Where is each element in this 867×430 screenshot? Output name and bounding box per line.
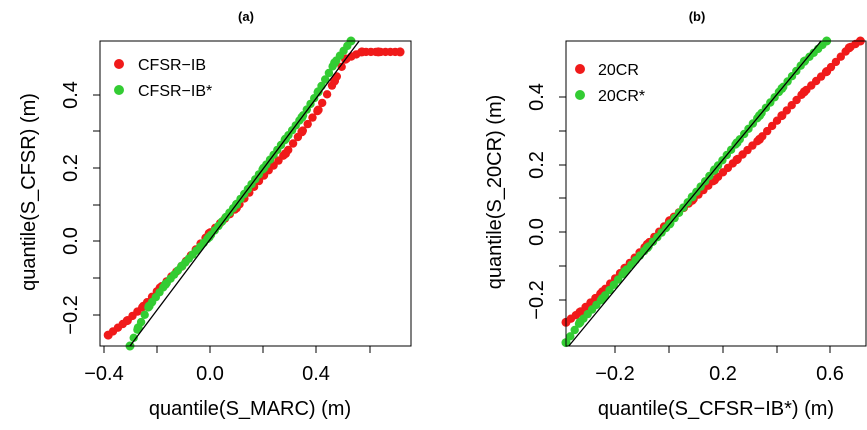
panel-a-legend-label: CFSR−IB bbox=[138, 57, 206, 74]
panel-a-series-0-point bbox=[395, 47, 405, 57]
panel-a-series-0-point bbox=[297, 127, 307, 137]
panel-a-x-tick-label: −0.4 bbox=[84, 363, 123, 385]
panel-b-legend: 20CR 20CR* bbox=[575, 62, 645, 105]
panel-a-y-tick-label: −0.2 bbox=[60, 295, 82, 334]
panel-b-x-tick-label: −0.2 bbox=[595, 363, 634, 385]
panel-a-series-0-trace bbox=[308, 113, 317, 122]
panel-a-series-0-trace bbox=[318, 98, 327, 108]
panel-b-series-0-point bbox=[844, 43, 854, 53]
panel-a-x-tick-label: 0.4 bbox=[302, 363, 330, 385]
panel-a-series-1-trace bbox=[324, 68, 334, 78]
panel-a-x-axis-label: quantile(S_MARC) (m) bbox=[149, 398, 351, 420]
panel-a-series-1-trace bbox=[129, 333, 138, 342]
panel-b-title: (b) bbox=[689, 9, 706, 24]
panel-b-series-1-trace bbox=[566, 332, 575, 341]
panel-a-y-tick-label: 0.0 bbox=[60, 227, 82, 255]
panel-b-series-1-point bbox=[575, 317, 585, 327]
panel-a-y-axis: −0.2 0.0 0.2 0.4 bbox=[60, 81, 101, 335]
panel-a-series-1-trace bbox=[321, 75, 330, 84]
legend-marker-red bbox=[114, 59, 124, 69]
panel-a-identity-line bbox=[129, 40, 360, 347]
panel-a-series-0-point bbox=[330, 76, 340, 86]
panel-b-reference-line bbox=[568, 40, 822, 347]
panel-b-y-axis: −0.2 0.0 0.2 0.4 bbox=[526, 83, 567, 320]
legend-marker-red bbox=[575, 64, 585, 74]
panel-b-y-tick-label: 0.2 bbox=[526, 151, 548, 179]
panel-b-series-1-point bbox=[642, 243, 652, 253]
panel-a-series-1-point bbox=[133, 323, 143, 333]
panel-b-series-1-trace bbox=[570, 325, 579, 335]
panel-b: (b) −0.2 0.2 0.6 −0.2 0.0 0.2 bbox=[484, 9, 867, 420]
panel-b-series-1-point bbox=[597, 294, 607, 304]
panel-b-plot-frame bbox=[565, 40, 867, 347]
panel-a-series-0-trace bbox=[322, 90, 332, 99]
panel-b-x-tick-label: 0.2 bbox=[709, 363, 737, 385]
panel-a-series-0-trace bbox=[303, 119, 312, 129]
panel-a-series-0-point bbox=[103, 330, 113, 340]
panel-a-series-0-point bbox=[122, 316, 132, 326]
panel-b-y-tick-label: 0.4 bbox=[526, 83, 548, 111]
panel-a-series-0-point bbox=[313, 105, 323, 115]
panel-a-legend: CFSR−IB CFSR−IB* bbox=[114, 57, 212, 100]
panel-a-series-1-trace bbox=[140, 310, 149, 319]
legend-marker-green bbox=[575, 90, 585, 100]
panel-b-series-0-point bbox=[755, 134, 764, 144]
panel-a-x-axis: −0.4 0.0 0.4 bbox=[84, 345, 371, 385]
panel-a-legend-label: CFSR−IB* bbox=[138, 83, 212, 100]
panel-b-series-0-point bbox=[799, 87, 809, 97]
panel-a-series-1-point bbox=[330, 58, 340, 68]
panel-a-series-1-point bbox=[177, 261, 187, 271]
panel-a-series-0-point bbox=[357, 47, 367, 57]
panel-a-series-0-point bbox=[281, 149, 290, 159]
panel-b-x-tick-label: 0.6 bbox=[816, 363, 844, 385]
panel-b-x-axis-label: quantile(S_CFSR−IB*) (m) bbox=[598, 398, 834, 420]
panel-a-title: (a) bbox=[238, 9, 254, 24]
panel-a-series-1-point bbox=[161, 279, 170, 289]
panel-b-series-0-point bbox=[777, 111, 787, 121]
panel-a-series-0-point bbox=[373, 47, 383, 57]
panel-b-legend-label: 20CR bbox=[598, 62, 639, 79]
panel-a-series-1-point bbox=[144, 301, 154, 311]
panel-b-series-0-point bbox=[732, 155, 742, 165]
panel-a-y-tick-label: 0.2 bbox=[60, 154, 82, 182]
panel-a-series-0-trace bbox=[337, 62, 346, 71]
panel-a-x-tick-label: 0.0 bbox=[196, 363, 224, 385]
panel-b-legend-label: 20CR* bbox=[598, 88, 645, 105]
legend-marker-green bbox=[114, 85, 124, 95]
panel-b-y-axis-label: quantile(S_20CR) (m) bbox=[484, 95, 506, 290]
panel-b-x-axis: −0.2 0.2 0.6 bbox=[595, 345, 844, 385]
panel-b-y-tick-label: 0.0 bbox=[526, 218, 548, 246]
panel-b-identity-line bbox=[568, 40, 822, 347]
panel-b-y-tick-label: −0.2 bbox=[526, 280, 548, 319]
panel-a: (a) −0.4 0.0 0.4 −0.2 0.0 0.2 bbox=[18, 9, 412, 420]
panel-a-y-axis-label: quantile(S_CFSR) (m) bbox=[18, 93, 40, 291]
panel-b-series-0-point bbox=[822, 67, 832, 76]
panel-a-series-1-point bbox=[204, 232, 214, 242]
panel-a-series-0-trace bbox=[288, 139, 298, 148]
panel-b-series-1-point bbox=[620, 266, 630, 276]
panel-a-series-1-point bbox=[313, 87, 323, 97]
panel-a-y-tick-label: 0.4 bbox=[60, 81, 82, 109]
panel-b-series-0-point bbox=[575, 307, 585, 317]
panel-a-reference-line bbox=[129, 40, 360, 347]
